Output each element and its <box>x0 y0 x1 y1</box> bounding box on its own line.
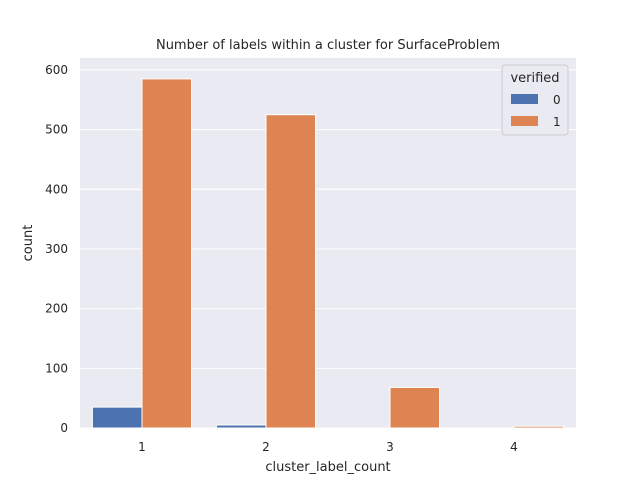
legend-swatch-1 <box>511 116 538 126</box>
bar-1-verified-0 <box>91 406 143 429</box>
legend-items: 01 <box>511 93 561 129</box>
y-tick-label: 200 <box>45 302 68 316</box>
y-tick-label: 600 <box>45 63 68 77</box>
x-tick-label: 4 <box>510 440 518 454</box>
y-tick-label: 500 <box>45 123 68 137</box>
legend-title: verified <box>510 71 559 86</box>
bar-4-verified-1 <box>513 425 565 429</box>
legend-label-0: 0 <box>553 93 561 107</box>
x-axis-ticks: 1 2 3 4 <box>138 440 518 454</box>
y-tick-label: 100 <box>45 361 68 375</box>
legend: verified 01 <box>501 64 569 136</box>
x-tick-label: 2 <box>262 440 270 454</box>
x-tick-label: 1 <box>138 440 146 454</box>
bar-2-verified-1 <box>265 114 317 429</box>
bar-2-verified-0 <box>215 424 267 429</box>
y-tick-label: 300 <box>45 242 68 256</box>
y-tick-label: 400 <box>45 182 68 196</box>
y-tick-label: 0 <box>60 421 68 435</box>
bar-1-verified-1 <box>141 78 193 429</box>
legend-swatch-0 <box>511 94 538 104</box>
legend-label-1: 1 <box>553 115 561 129</box>
bar-3-verified-1 <box>389 386 441 429</box>
y-axis-label: count <box>21 225 36 262</box>
y-axis-ticks: 0 100 200 300 400 500 600 <box>45 63 68 435</box>
bars <box>91 78 565 429</box>
chart-title: Number of labels within a cluster for Su… <box>156 38 500 53</box>
x-tick-label: 3 <box>386 440 394 454</box>
x-axis-label: cluster_label_count <box>265 460 390 475</box>
